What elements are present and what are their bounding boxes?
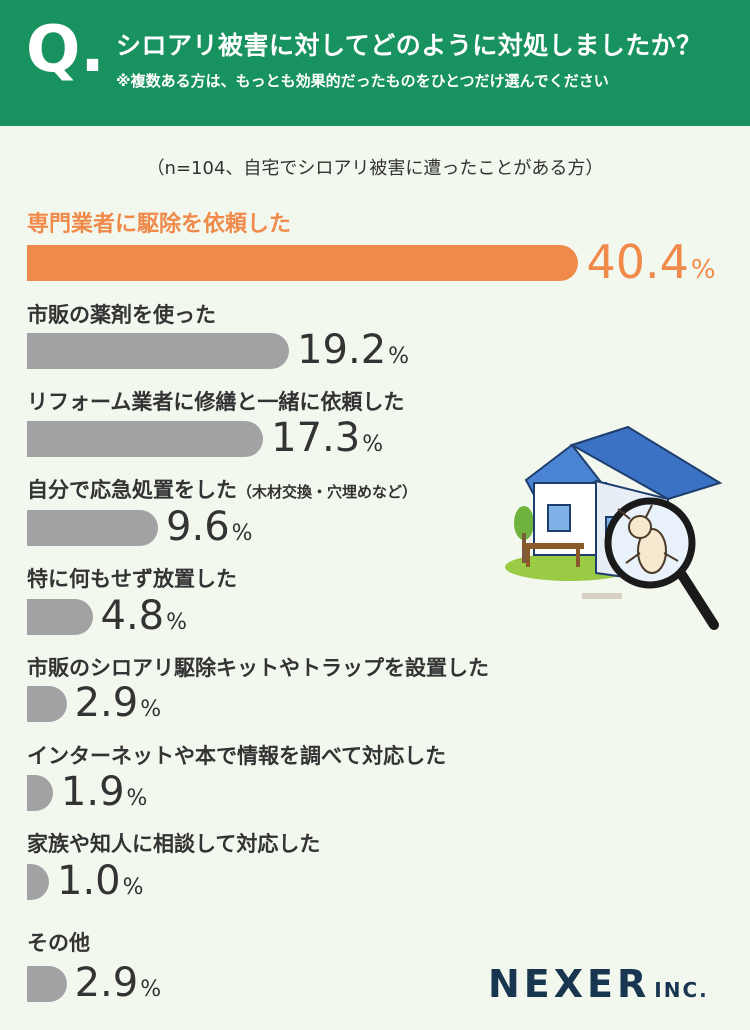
value-label: 9.6% <box>166 507 253 547</box>
bar <box>27 864 49 900</box>
termite-head-shape <box>628 515 652 539</box>
value-unit: % <box>362 432 384 457</box>
q-mark: Q. <box>26 13 105 87</box>
value-number: 17.3 <box>271 415 361 461</box>
value-unit: % <box>122 875 144 900</box>
value-number: 4.8 <box>100 593 165 639</box>
value-label: 19.2% <box>297 330 409 370</box>
step-shape <box>582 593 622 599</box>
magnifier-handle-shape <box>677 570 719 630</box>
category-label: インターネットや本で情報を調べて対応した <box>27 740 446 770</box>
category-text: その他 <box>27 931 90 955</box>
category-label: 専門業者に駆除を依頼した <box>27 206 291 238</box>
bar <box>27 686 67 722</box>
bar <box>27 775 53 811</box>
category-text: 特に何もせず放置した <box>27 567 237 591</box>
category-text: 市販の薬剤を使った <box>27 303 216 327</box>
deck-post-shape <box>526 549 530 567</box>
tree-shape <box>514 506 534 540</box>
value-number: 1.9 <box>60 769 125 815</box>
value-unit: % <box>140 977 162 1002</box>
brand-suffix: INC. <box>654 978 709 1002</box>
question-note: ※複数ある方は、もっとも効果的だったものをひとつだけ選んでください <box>116 72 609 90</box>
value-number: 1.0 <box>57 858 121 904</box>
deck-post-shape-2 <box>576 549 580 567</box>
question-header: Q. シロアリ被害に対してどのように対処しましたか？ ※複数ある方は、もっとも効… <box>0 0 750 126</box>
house-termite-illustration <box>505 425 723 630</box>
bar <box>27 966 67 1002</box>
category-note: （木材交換・穴埋めなど） <box>237 483 418 501</box>
value-number: 40.4 <box>586 235 689 289</box>
category-label: 特に何もせず放置した <box>27 563 237 593</box>
category-label: リフォーム業者に修繕と一緒に依頼した <box>27 386 404 416</box>
value-unit: % <box>231 521 253 546</box>
value-unit: % <box>140 697 162 722</box>
category-label: その他 <box>27 927 90 957</box>
category-label: 自分で応急処置をした（木材交換・穴埋めなど） <box>27 474 417 504</box>
bar <box>27 245 579 281</box>
category-text: 専門業者に駆除を依頼した <box>27 212 292 237</box>
value-number: 2.9 <box>74 960 139 1006</box>
window-shape <box>547 504 571 532</box>
category-text: 家族や知人に相談して対応した <box>27 832 321 856</box>
category-text: インターネットや本で情報を調べて対応した <box>27 744 447 768</box>
value-unit: % <box>388 344 410 369</box>
termite-antenna-shape <box>617 508 631 520</box>
category-label: 市販のシロアリ駆除キットやトラップを設置した <box>27 652 489 682</box>
category-text: 市販のシロアリ駆除キットやトラップを設置した <box>27 656 489 680</box>
bar <box>27 333 290 369</box>
termite-body-shape <box>637 528 667 574</box>
category-label: 家族や知人に相談して対応した <box>27 828 320 858</box>
value-label: 1.0% <box>57 861 144 901</box>
brand-name: NEXER <box>488 962 651 1006</box>
value-label: 2.9% <box>75 963 162 1003</box>
bar <box>27 421 264 457</box>
brand-logo: NEXER INC. <box>488 962 709 1006</box>
value-label: 2.9% <box>75 683 162 723</box>
roof-shape <box>569 425 723 501</box>
category-text: 自分で応急処置をした <box>27 478 237 502</box>
value-unit: % <box>166 610 188 635</box>
value-label: 4.8% <box>101 596 188 636</box>
deck-shape <box>522 543 584 549</box>
category-label: 市販の薬剤を使った <box>27 299 216 329</box>
value-number: 19.2 <box>297 327 387 373</box>
value-label: 40.4% <box>586 239 715 285</box>
value-number: 2.9 <box>74 680 139 726</box>
value-unit: % <box>126 786 148 811</box>
value-label: 17.3% <box>271 418 383 458</box>
category-text: リフォーム業者に修繕と一緒に依頼した <box>27 390 405 414</box>
termite-antenna-shape-2 <box>645 504 653 518</box>
bar <box>27 599 93 635</box>
termite-leg-shape-2 <box>663 552 679 562</box>
sample-note: （n=104、自宅でシロアリ被害に遭ったことがある方） <box>146 158 604 179</box>
value-label: 1.9% <box>61 772 148 812</box>
value-number: 9.6 <box>166 504 230 550</box>
termite-leg-shape <box>625 552 641 564</box>
question-title: シロアリ被害に対してどのように対処しましたか？ <box>116 31 702 60</box>
value-unit: % <box>690 255 716 285</box>
bar <box>27 510 159 546</box>
